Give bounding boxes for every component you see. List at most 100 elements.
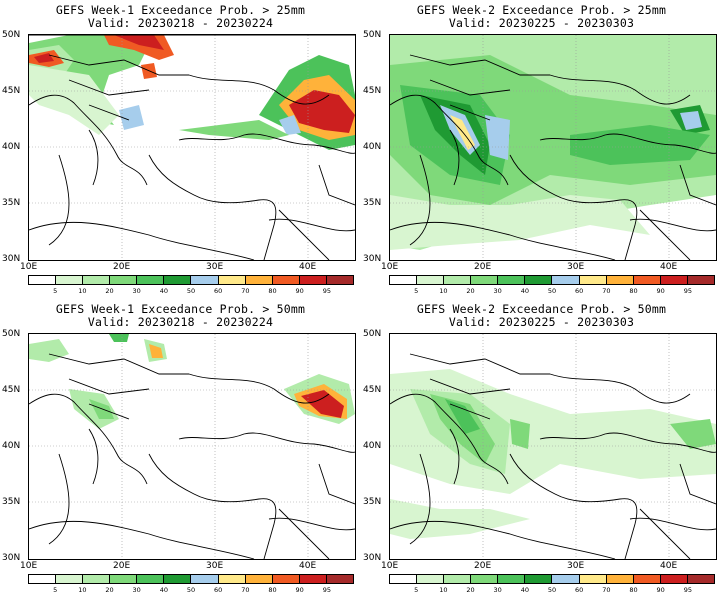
colorbar-swatch (218, 575, 246, 583)
probability-map (28, 333, 356, 560)
colorbar (389, 275, 715, 285)
lon-label: 40E (299, 561, 317, 571)
colorbar-tick-label: 90 (295, 287, 304, 295)
colorbar-tick-label: 50 (186, 287, 196, 295)
colorbar-swatch (687, 575, 714, 583)
colorbar-tick-label: 60 (575, 287, 584, 295)
colorbar-tick-label: 40 (159, 586, 168, 594)
precip-probability-shading (390, 369, 716, 539)
colorbar-swatch (498, 575, 526, 583)
lon-label: 20E (113, 561, 131, 571)
colorbar-swatch (164, 276, 192, 284)
colorbar-tick-label: 60 (214, 287, 223, 295)
coastlines-borders (390, 353, 716, 559)
lon-label: 30E (206, 262, 224, 272)
colorbar-swatch (660, 575, 688, 583)
colorbar-swatch (164, 575, 192, 583)
colorbar-ticks: 5 10 20 30 40 50 60 70 80 90 95 (389, 287, 715, 296)
colorbar-swatch (137, 276, 165, 284)
colorbar-swatch (444, 575, 472, 583)
colorbar-swatch (579, 575, 607, 583)
coastlines-borders (390, 54, 716, 260)
lat-label: 35N (2, 198, 21, 208)
colorbar-tick-label: 70 (241, 586, 250, 594)
colorbar-swatch (245, 575, 273, 583)
panel-week1-50mm: GEFS Week-1 Exceedance Prob. > 50mm Vali… (0, 299, 361, 598)
lat-label: 35N (363, 497, 382, 507)
colorbar-swatch (417, 276, 445, 284)
colorbar-swatch (326, 575, 353, 583)
lon-label: 40E (299, 262, 317, 272)
lat-label: 45N (363, 86, 382, 96)
lat-label: 45N (363, 385, 382, 395)
colorbar-swatch (390, 575, 418, 583)
lat-label: 50N (363, 30, 382, 40)
colorbar-tick-label: 90 (656, 586, 665, 594)
colorbar-swatch (29, 575, 57, 583)
colorbar-tick-label: 95 (683, 586, 692, 594)
colorbar-tick-label: 5 (414, 287, 419, 295)
colorbar-swatch (191, 575, 219, 583)
colorbar-swatch (417, 575, 445, 583)
colorbar-tick-label: 80 (629, 287, 638, 295)
panel-valid-dates: Valid: 20230225 - 20230303 (448, 16, 635, 30)
colorbar-swatch (444, 276, 472, 284)
coastlines-borders (29, 353, 355, 559)
colorbar-swatch (272, 575, 300, 583)
lon-label: 20E (474, 561, 492, 571)
panel-title: GEFS Week-2 Exceedance Prob. > 25mm (416, 3, 667, 17)
colorbar-ticks: 5 10 20 30 40 50 60 70 80 90 95 (28, 287, 354, 296)
colorbar-swatch (56, 575, 84, 583)
panel-week1-25mm: GEFS Week-1 Exceedance Prob. > 25mm Vali… (0, 0, 361, 299)
colorbar-tick-label: 20 (466, 586, 475, 594)
colorbar-swatch (525, 276, 553, 284)
lat-label: 40N (363, 142, 382, 152)
colorbar-ticks: 5 10 20 30 40 50 60 70 80 90 95 (389, 586, 715, 595)
colorbar (28, 275, 354, 285)
lat-label: 50N (2, 30, 21, 40)
lon-label: 10E (381, 561, 399, 571)
colorbar-tick-label: 10 (439, 586, 448, 594)
colorbar-swatch (299, 575, 327, 583)
probability-map (28, 34, 356, 261)
lat-label: 30N (363, 553, 382, 563)
colorbar-tick-label: 60 (214, 586, 223, 594)
colorbar-swatch (579, 276, 607, 284)
panel-title: GEFS Week-2 Exceedance Prob. > 50mm (416, 302, 667, 316)
colorbar-tick-label: 5 (53, 586, 58, 594)
colorbar-tick-label: 95 (322, 586, 331, 594)
colorbar-swatch (633, 276, 661, 284)
colorbar-swatch (606, 575, 634, 583)
lat-label: 30N (2, 553, 21, 563)
colorbar-swatch (606, 276, 634, 284)
colorbar-tick-label: 40 (520, 287, 529, 295)
colorbar-swatch (552, 575, 580, 583)
colorbar-swatch (218, 276, 246, 284)
colorbar-swatch (245, 276, 273, 284)
panel-valid-dates: Valid: 20230225 - 20230303 (448, 315, 635, 329)
colorbar-tick-label: 40 (159, 287, 168, 295)
colorbar-tick-label: 80 (629, 586, 638, 594)
colorbar-tick-label: 5 (414, 586, 419, 594)
colorbar-tick-label: 40 (520, 586, 529, 594)
lat-label: 40N (2, 441, 21, 451)
colorbar-tick-label: 50 (186, 586, 196, 594)
colorbar-tick-label: 20 (466, 287, 475, 295)
lon-label: 20E (113, 262, 131, 272)
colorbar-swatch (471, 276, 499, 284)
colorbar-swatch (660, 276, 688, 284)
colorbar-swatch (137, 575, 165, 583)
colorbar-ticks: 5 10 20 30 40 50 60 70 80 90 95 (28, 586, 354, 595)
colorbar-swatch (272, 276, 300, 284)
colorbar-swatch (390, 276, 418, 284)
colorbar-swatch (110, 575, 138, 583)
colorbar-tick-label: 10 (439, 287, 448, 295)
lon-label: 40E (660, 561, 678, 571)
colorbar (28, 574, 354, 584)
colorbar-tick-label: 30 (132, 287, 141, 295)
colorbar-tick-label: 90 (656, 287, 665, 295)
lat-label: 50N (2, 329, 21, 339)
lat-label: 30N (363, 254, 382, 264)
lon-label: 30E (567, 262, 585, 272)
colorbar-tick-label: 70 (602, 287, 611, 295)
